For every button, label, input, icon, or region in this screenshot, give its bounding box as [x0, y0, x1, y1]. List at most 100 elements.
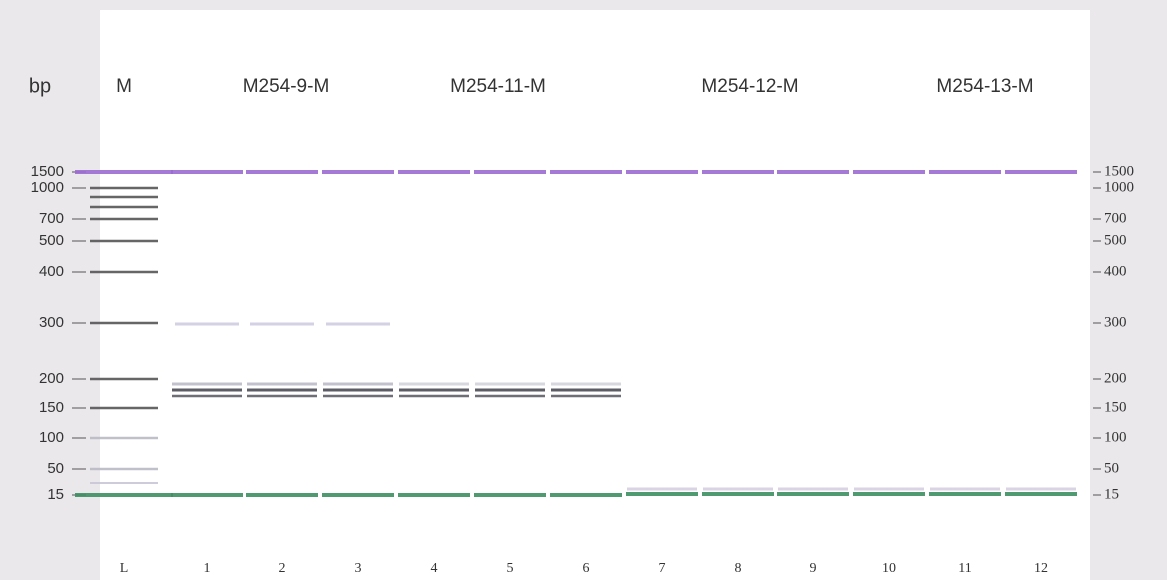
band [1006, 488, 1076, 491]
size-label-left: 1000 [31, 179, 64, 196]
band [90, 407, 158, 410]
band [853, 492, 925, 496]
band [551, 383, 621, 386]
band [90, 187, 158, 190]
lane-label: 7 [659, 561, 666, 576]
band [1005, 492, 1077, 496]
band [399, 383, 469, 386]
band [323, 389, 393, 392]
band [475, 395, 545, 398]
band [702, 170, 774, 174]
band [475, 383, 545, 386]
size-label-right: 400 [1104, 263, 1127, 279]
size-label-right: 1500 [1104, 163, 1134, 179]
lane-label: 5 [507, 561, 514, 576]
band [475, 389, 545, 392]
band [246, 493, 318, 497]
lane-label: 11 [958, 561, 971, 576]
size-label-left: 400 [39, 263, 64, 280]
band [172, 389, 242, 392]
lane-label: 10 [882, 561, 896, 576]
lane-label: 2 [279, 561, 286, 576]
size-label-left: 500 [39, 232, 64, 249]
band [172, 383, 242, 386]
size-label-left: 15 [47, 486, 64, 503]
band [90, 206, 158, 209]
lane-label: L [120, 561, 129, 576]
band [853, 170, 925, 174]
band [626, 170, 698, 174]
band [703, 488, 773, 491]
band [398, 170, 470, 174]
band [90, 196, 158, 199]
band [929, 170, 1001, 174]
size-label-left: 200 [39, 370, 64, 387]
band [550, 170, 622, 174]
band [930, 488, 1000, 491]
band [90, 271, 158, 274]
band [398, 493, 470, 497]
band [323, 383, 393, 386]
band [90, 437, 158, 440]
band [90, 468, 158, 471]
band [250, 323, 314, 326]
band [777, 492, 849, 496]
band [246, 170, 318, 174]
size-label-right: 700 [1104, 210, 1127, 226]
band [90, 218, 158, 221]
band [702, 492, 774, 496]
lane-label: 6 [583, 561, 590, 576]
size-label-right: 15 [1104, 486, 1119, 502]
size-label-right: 200 [1104, 370, 1127, 386]
band [474, 170, 546, 174]
band [474, 493, 546, 497]
band [551, 395, 621, 398]
group-label: M254-11-M [450, 76, 546, 97]
lane-label: 8 [735, 561, 742, 576]
band [627, 488, 697, 491]
band [90, 240, 158, 243]
size-label-left: 1500 [31, 163, 64, 180]
size-label-left: 300 [39, 314, 64, 331]
lane-label: 9 [810, 561, 817, 576]
size-label-right: 50 [1104, 460, 1119, 476]
band [626, 492, 698, 496]
size-label-left: 50 [47, 460, 64, 477]
band [550, 493, 622, 497]
band [777, 170, 849, 174]
band [90, 322, 158, 325]
band [247, 395, 317, 398]
band [75, 170, 173, 174]
band [175, 323, 239, 326]
band [322, 170, 394, 174]
band [90, 482, 158, 484]
lane-label: 3 [355, 561, 362, 576]
unit-label: bp [29, 75, 51, 97]
lane-label: 1 [204, 561, 211, 576]
band [171, 170, 243, 174]
band [929, 492, 1001, 496]
size-label-left: 700 [39, 210, 64, 227]
size-label-right: 500 [1104, 232, 1127, 248]
band [399, 395, 469, 398]
lane-label: 12 [1034, 561, 1048, 576]
size-label-right: 1000 [1104, 179, 1134, 195]
band [171, 493, 243, 497]
group-label: M254-9-M [243, 76, 330, 97]
marker-label: M [116, 76, 132, 97]
size-label-right: 150 [1104, 399, 1127, 415]
band [90, 378, 158, 381]
group-label: M254-13-M [936, 76, 1033, 97]
band [322, 493, 394, 497]
band [247, 383, 317, 386]
size-label-left: 100 [39, 429, 64, 446]
group-label: M254-12-M [701, 76, 798, 97]
band [399, 389, 469, 392]
gel-figure: bp M M254-9-M M254-11-M M254-12-M M254-13-M… [0, 0, 1167, 580]
band [551, 389, 621, 392]
band [778, 488, 848, 491]
band [1005, 170, 1077, 174]
size-label-left: 150 [39, 399, 64, 416]
band [75, 493, 173, 497]
size-label-right: 100 [1104, 429, 1127, 445]
